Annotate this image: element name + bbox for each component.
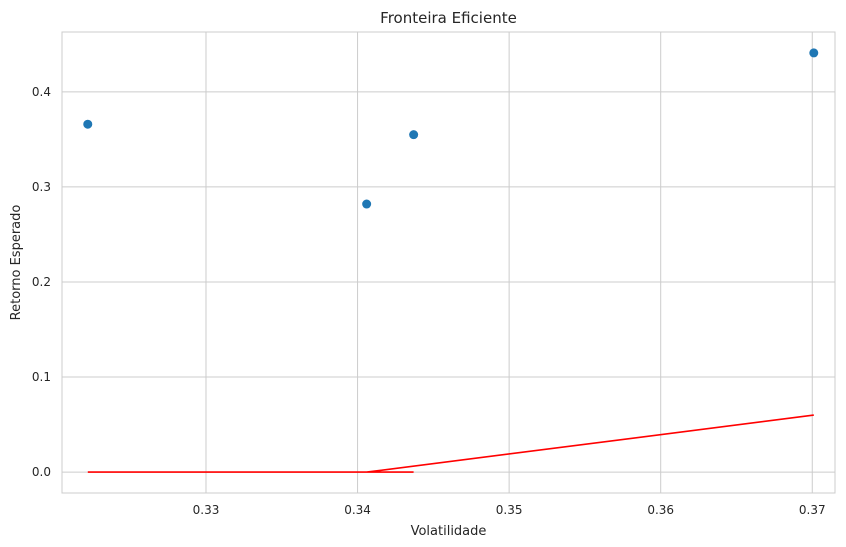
y-tick-label: 0.0 — [32, 465, 51, 479]
series-points — [83, 48, 819, 209]
y-tick-label: 0.4 — [32, 85, 51, 99]
plot-frame — [61, 31, 836, 494]
scatter-point — [809, 48, 819, 58]
scatter-point — [409, 130, 419, 140]
frontier-line — [87, 414, 814, 473]
chart-title: Fronteira Eficiente — [380, 9, 517, 27]
y-tick-label: 0.3 — [32, 180, 51, 194]
y-axis-label: Retorno Esperado — [9, 205, 24, 321]
x-tick-label: 0.37 — [799, 503, 826, 517]
y-tick-label: 0.2 — [32, 275, 51, 289]
y-axis-ticks: 0.0 0.1 0.2 0.3 0.4 — [32, 85, 51, 479]
x-tick-label: 0.33 — [193, 503, 220, 517]
x-tick-label: 0.34 — [344, 503, 371, 517]
x-axis-label: Volatilidade — [411, 524, 487, 539]
series-lines — [87, 414, 814, 473]
x-axis-ticks: 0.33 0.34 0.35 0.36 0.37 — [193, 503, 826, 517]
plot-area — [62, 32, 835, 493]
scatter-point — [362, 199, 372, 209]
x-tick-label: 0.35 — [496, 503, 523, 517]
scatter-point — [83, 119, 93, 129]
y-tick-label: 0.1 — [32, 370, 51, 384]
x-tick-label: 0.36 — [647, 503, 674, 517]
